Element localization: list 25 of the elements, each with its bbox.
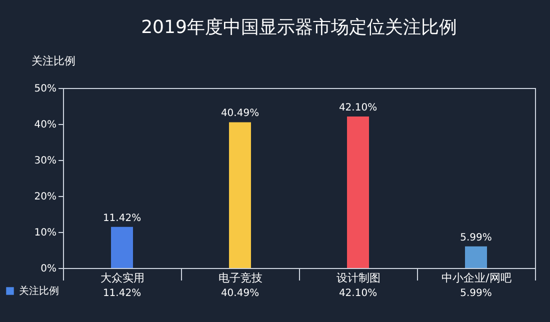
text: 11.42% (102, 212, 142, 224)
bar (347, 116, 369, 268)
x-tick-label: 电子竞技 (218, 272, 262, 284)
data-label: 11.42% (102, 288, 142, 299)
bar (111, 226, 133, 268)
chart-title: 2019年度中国显示器市场定位关注比例 (141, 17, 457, 38)
text: 42.10% (338, 102, 378, 114)
data-label: 5.99% (460, 288, 492, 299)
y-tick-label: 50% (34, 84, 56, 94)
data-label: 42.10% (338, 288, 378, 299)
y-axis-title: 关注比例 (32, 54, 76, 68)
x-tick-label: 中小企业/网吧 (442, 272, 512, 284)
bar (229, 122, 251, 268)
y-tick-label: 20% (34, 192, 56, 202)
legend-label: 关注比例 (19, 285, 59, 297)
bar (465, 246, 487, 268)
y-tick-label: 30% (34, 156, 56, 166)
x-tick-label: 设计制图 (336, 272, 380, 284)
data-label: 40.49% (220, 288, 260, 299)
text: 40.49% (220, 108, 260, 120)
y-tick-label: 10% (34, 228, 56, 238)
y-tick-label: 40% (34, 120, 56, 130)
y-tick-label: 0% (40, 264, 56, 274)
text: 5.99% (460, 232, 492, 244)
x-tick-label: 大众实用 (100, 272, 144, 284)
